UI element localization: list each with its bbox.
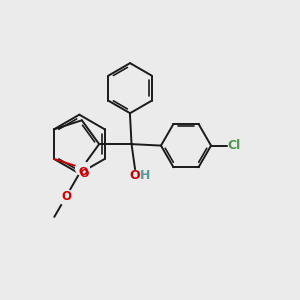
Text: Cl: Cl	[228, 139, 241, 152]
Text: H: H	[140, 169, 151, 182]
Text: O: O	[80, 169, 89, 179]
Text: O: O	[61, 190, 71, 203]
Text: O: O	[129, 169, 140, 182]
Text: O: O	[79, 167, 88, 177]
